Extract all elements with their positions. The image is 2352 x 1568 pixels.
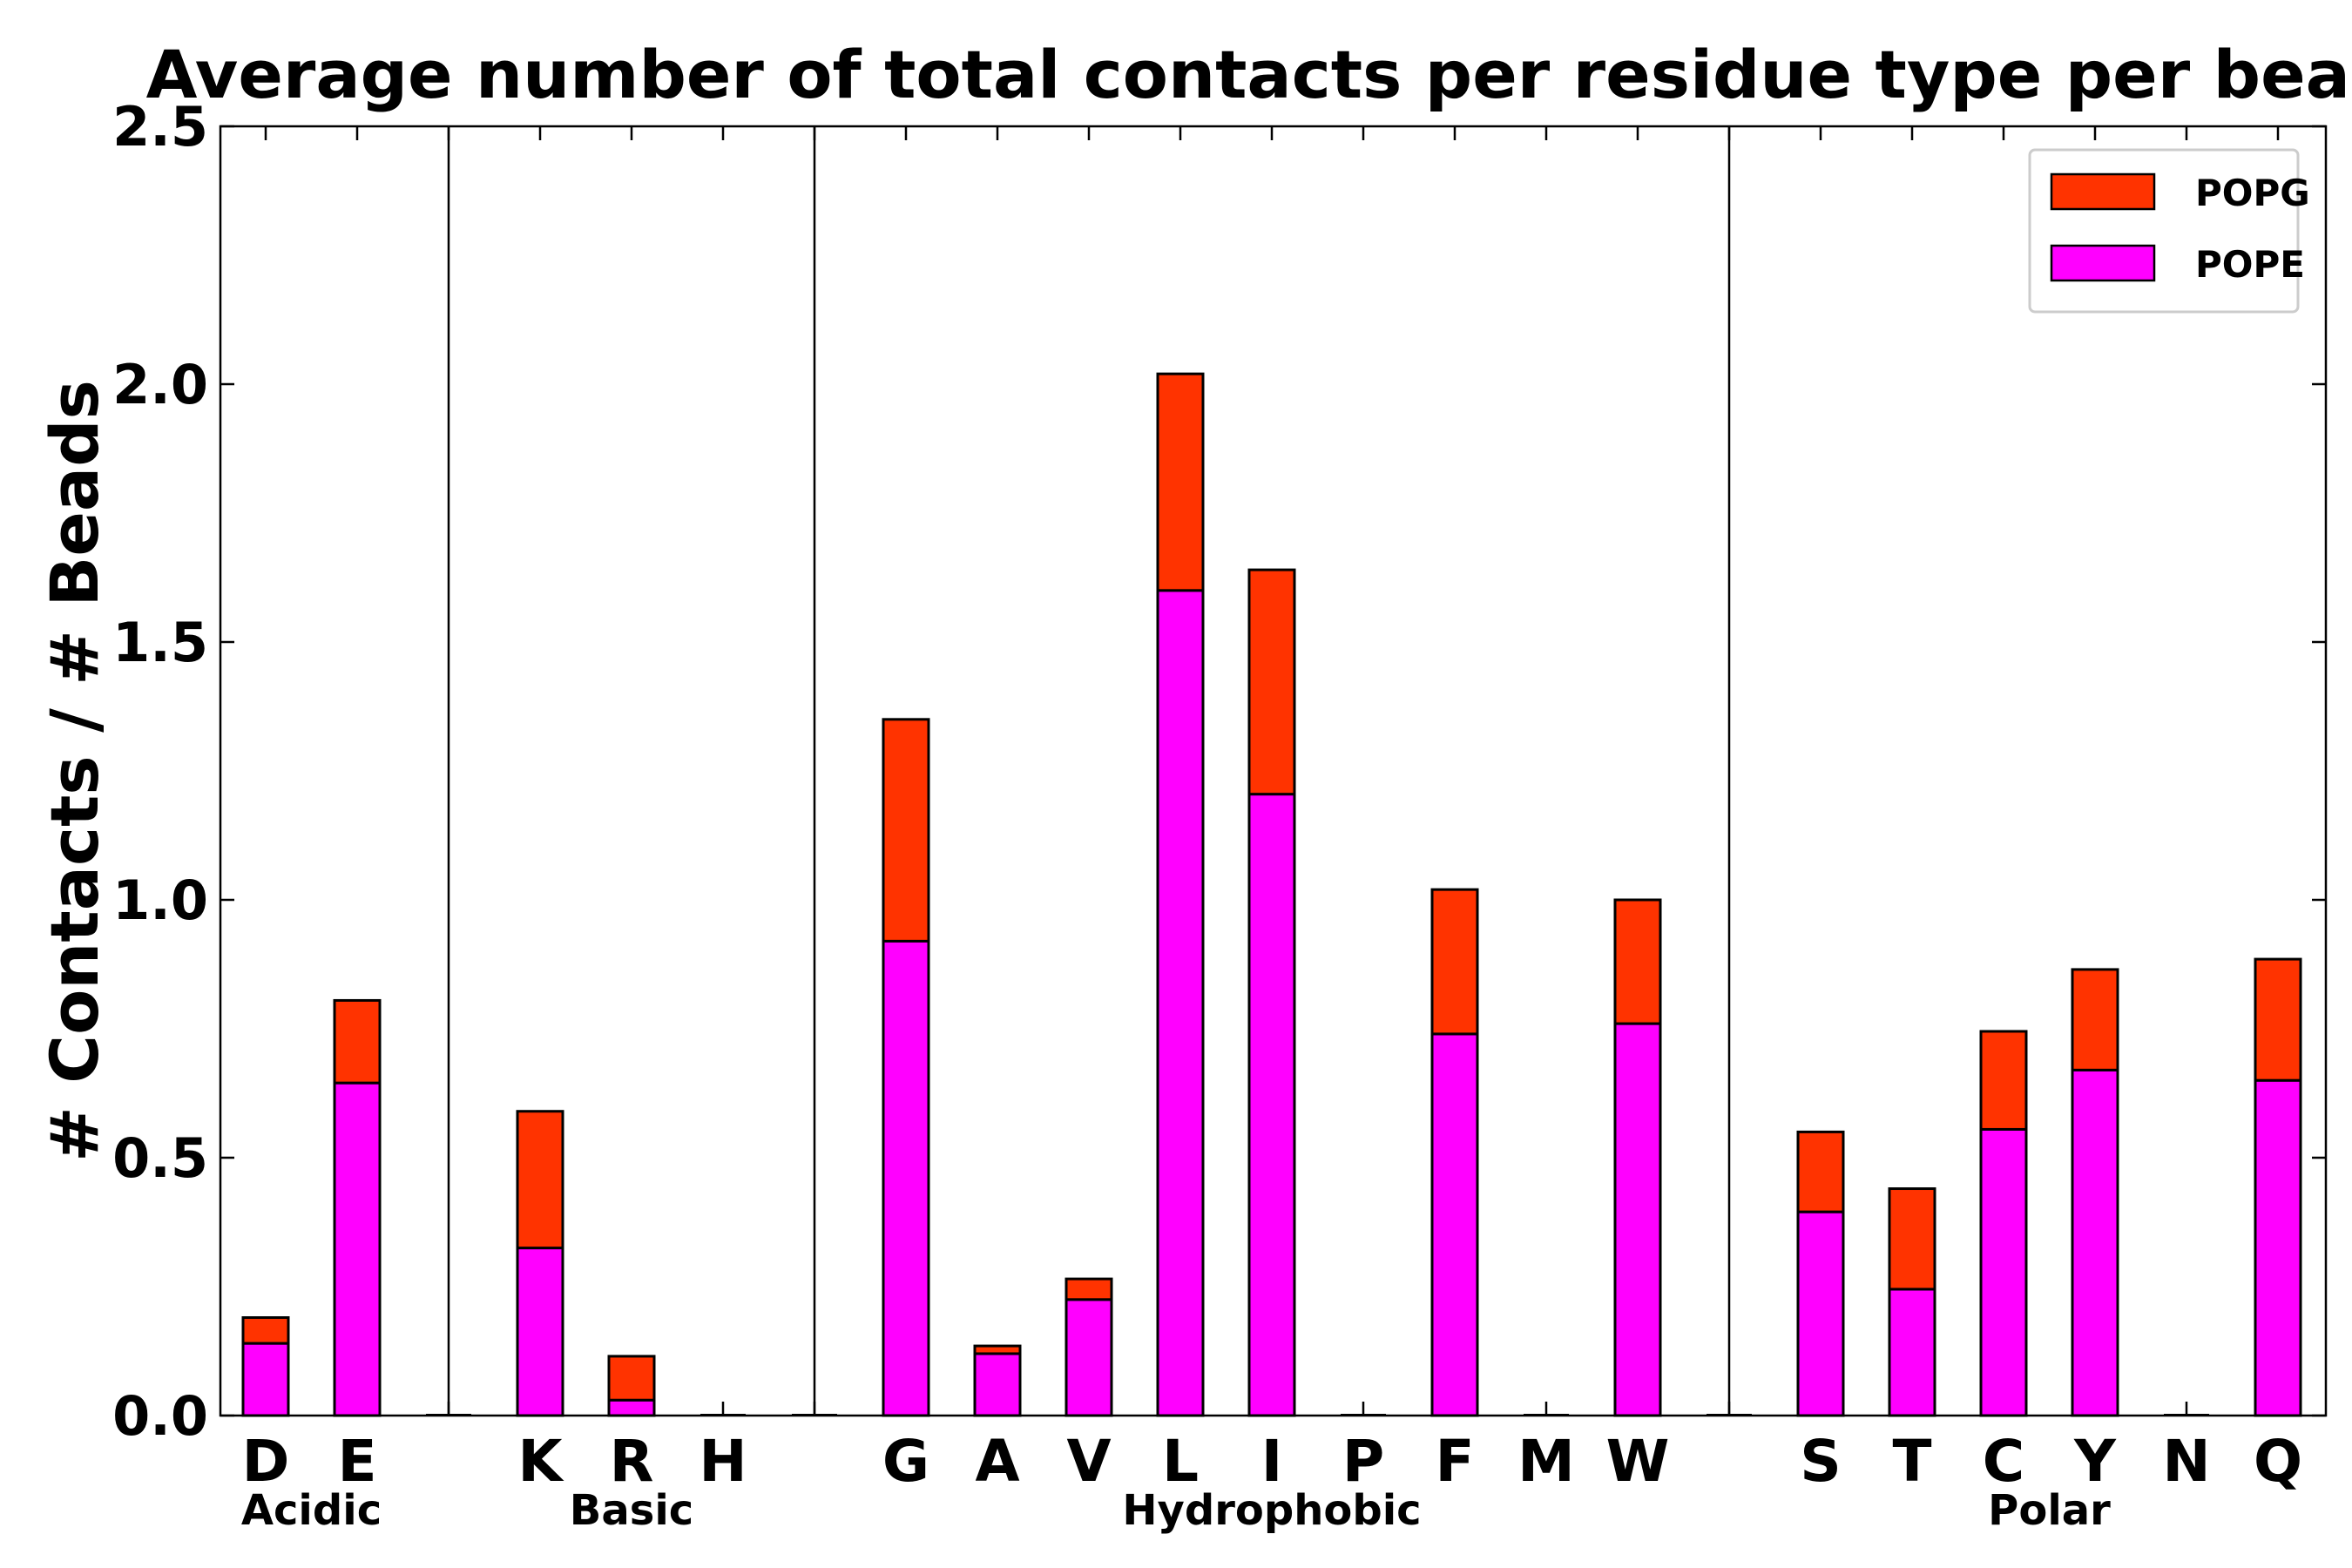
- y-tick-label: 1.0: [112, 868, 208, 932]
- bar-pope-L: [1156, 589, 1205, 1417]
- x-tick-label-M: M: [1517, 1428, 1575, 1495]
- y-tick-label: 2.5: [112, 95, 208, 159]
- bar-pope-F: [1430, 1032, 1479, 1417]
- group-label-basic: Basic: [570, 1486, 693, 1535]
- bar-pope-I: [1247, 793, 1296, 1417]
- bar-pope-V: [1064, 1298, 1113, 1417]
- bar-pope-D: [241, 1342, 290, 1417]
- legend-swatch-pope: [2050, 244, 2156, 282]
- bar-popg-E: [333, 998, 382, 1085]
- bar-popg-A: [973, 1344, 1022, 1355]
- bar-popg-T: [1888, 1187, 1936, 1291]
- bar-pope-K: [516, 1247, 564, 1417]
- bar-popg-S: [1796, 1130, 1845, 1213]
- axis-ticks: 0.0 0.5 1.0 1.5 2.0 2.5: [112, 95, 2326, 1448]
- bar-pope-E: [333, 1081, 382, 1417]
- x-tick-label-E: E: [337, 1428, 376, 1495]
- bar-pope-R: [607, 1398, 656, 1417]
- bar-popg-W: [1613, 898, 1662, 1025]
- bar-popg-Q: [2254, 957, 2302, 1082]
- x-tick-label-Q: Q: [2254, 1428, 2302, 1495]
- x-tick-label-G: G: [882, 1428, 929, 1495]
- legend-swatch-popg: [2050, 172, 2156, 211]
- x-tick-label-S: S: [1800, 1428, 1842, 1495]
- bar-pope-Y: [2071, 1068, 2119, 1417]
- x-tick-label-W: W: [1606, 1428, 1670, 1495]
- bars: [241, 372, 2302, 1417]
- bar-pope-W: [1613, 1022, 1662, 1417]
- bar-popg-I: [1247, 568, 1296, 796]
- group-labels: Acidic Basic Hydrophobic Polar: [241, 1486, 2111, 1535]
- x-tick-label-I: I: [1261, 1428, 1283, 1495]
- x-tick-label-T: T: [1892, 1428, 1931, 1495]
- bar-pope-S: [1796, 1210, 1845, 1417]
- bar-popg-Y: [2071, 968, 2119, 1071]
- x-tick-label-H: H: [699, 1428, 747, 1495]
- group-label-hydrophobic: Hydrophobic: [1122, 1486, 1421, 1535]
- bar-popg-V: [1064, 1277, 1113, 1301]
- y-tick-label: 1.5: [112, 611, 208, 674]
- plot-frame: [219, 125, 2328, 1417]
- legend-label-popg: POPG: [2195, 172, 2310, 214]
- y-tick-label: 0.0: [112, 1384, 208, 1448]
- bar-pope-A: [973, 1352, 1022, 1417]
- bar-pope-T: [1888, 1288, 1936, 1417]
- bar-popg-R: [607, 1355, 656, 1402]
- bar-popg-D: [241, 1316, 290, 1345]
- legend: POPG POPE: [2028, 148, 2310, 314]
- x-tick-label-P: P: [1342, 1428, 1384, 1495]
- x-tick-label-C: C: [1983, 1428, 2024, 1495]
- y-tick-label: 0.5: [112, 1126, 208, 1190]
- group-label-acidic: Acidic: [241, 1486, 382, 1535]
- x-tick-label-D: D: [242, 1428, 290, 1495]
- bar-popg-K: [516, 1110, 564, 1250]
- x-tick-label-Y: Y: [2073, 1428, 2117, 1495]
- chart-title: Average number of total contacts per res…: [146, 36, 2352, 113]
- x-tick-label-K: K: [517, 1428, 564, 1495]
- bar-pope-Q: [2254, 1078, 2302, 1417]
- x-tick-label-L: L: [1162, 1428, 1199, 1495]
- bar-popg-F: [1430, 888, 1479, 1036]
- group-label-polar: Polar: [1988, 1486, 2111, 1535]
- bar-popg-L: [1156, 372, 1205, 592]
- bar-popg-C: [1979, 1030, 2028, 1131]
- bar-pope-G: [882, 939, 930, 1417]
- x-tick-label-N: N: [2162, 1428, 2210, 1495]
- x-tick-label-A: A: [975, 1428, 1019, 1495]
- x-tick-label-F: F: [1435, 1428, 1474, 1495]
- bar-popg-G: [882, 718, 930, 943]
- y-axis-label: # Contacts / # Beads: [36, 380, 113, 1162]
- y-tick-label: 2.0: [112, 353, 208, 416]
- legend-label-pope: POPE: [2195, 243, 2305, 286]
- bar-pope-C: [1979, 1127, 2028, 1417]
- group-separators: [447, 126, 1731, 1416]
- x-tick-label-R: R: [610, 1428, 654, 1495]
- x-tick-label-V: V: [1066, 1428, 1111, 1495]
